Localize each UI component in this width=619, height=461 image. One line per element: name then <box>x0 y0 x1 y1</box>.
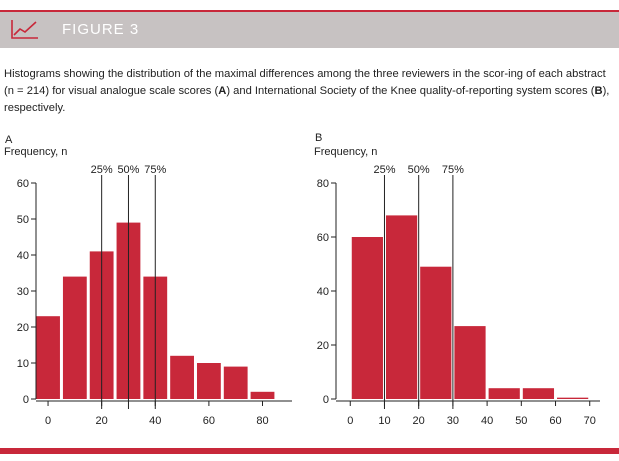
histogram-bar-b <box>351 237 383 399</box>
x-tick-label-a: 20 <box>96 415 108 427</box>
x-tick-label-b: 10 <box>378 415 390 427</box>
histogram-bar-b <box>420 266 452 399</box>
percentile-label-a: 25% <box>91 164 113 176</box>
top-accent-line <box>0 10 619 12</box>
y-tick-label-a: 30 <box>17 286 29 298</box>
y-tick-label-b: 20 <box>317 340 329 352</box>
histogram-bar-a <box>223 366 248 399</box>
panel-label-a: A <box>5 134 13 146</box>
y-axis-label-b: Frequency, n <box>314 146 377 158</box>
histogram-bar-b <box>454 326 486 399</box>
histogram-bar-a <box>250 391 275 399</box>
x-tick-label-a: 60 <box>203 415 215 427</box>
x-tick-label-b: 50 <box>515 415 527 427</box>
histogram-bar-a <box>170 355 194 399</box>
figure-banner: FIGURE 3 <box>0 12 619 48</box>
percentile-label-b: 25% <box>373 164 395 176</box>
histogram-bar-a <box>196 363 221 399</box>
y-axis-label-a: Frequency, n <box>4 146 67 158</box>
x-tick-label-b: 70 <box>584 415 596 427</box>
histogram-bar-b <box>385 215 418 399</box>
histogram-bar-b <box>557 397 589 399</box>
caption-part3: ), respectively. <box>4 85 610 114</box>
y-tick-label-a: 50 <box>17 214 29 226</box>
caption-part1: Histograms showing the distribution of t… <box>4 68 606 97</box>
y-tick-label-b: 60 <box>317 232 329 244</box>
percentile-label-a: 50% <box>117 164 139 176</box>
y-tick-label-a: 10 <box>17 358 29 370</box>
percentile-label-a: 75% <box>144 164 166 176</box>
caption-part2: ) and International Society of the Knee … <box>226 85 595 97</box>
figure-label: FIGURE 3 <box>62 21 140 38</box>
histogram-bar-a <box>62 276 87 399</box>
figure-caption: Histograms showing the distribution of t… <box>4 66 610 117</box>
caption-bold-a: A <box>218 85 227 97</box>
panel-label-b: B <box>315 132 322 144</box>
y-tick-label-b: 40 <box>317 286 329 298</box>
x-tick-label-b: 30 <box>447 415 459 427</box>
percentile-label-b: 75% <box>442 164 464 176</box>
x-tick-label-b: 60 <box>549 415 561 427</box>
y-tick-label-b: 0 <box>323 394 329 406</box>
histogram-bar-b <box>488 388 520 399</box>
x-tick-label-a: 80 <box>256 415 268 427</box>
x-tick-label-b: 40 <box>481 415 493 427</box>
histogram-bar-b <box>522 388 555 399</box>
bottom-accent-line <box>0 448 619 454</box>
y-tick-label-a: 20 <box>17 322 29 334</box>
y-tick-label-a: 60 <box>17 178 29 190</box>
caption-bold-b: B <box>594 85 603 97</box>
x-tick-label-a: 40 <box>149 415 161 427</box>
chart-line-icon <box>11 20 38 39</box>
y-tick-label-b: 80 <box>317 178 329 190</box>
percentile-label-b: 50% <box>408 164 430 176</box>
x-tick-label-b: 0 <box>347 415 353 427</box>
x-tick-label-a: 0 <box>45 415 51 427</box>
x-tick-label-b: 20 <box>413 415 425 427</box>
y-tick-label-a: 0 <box>23 394 29 406</box>
histogram-bar-a <box>36 316 60 399</box>
y-tick-label-a: 40 <box>17 250 29 262</box>
